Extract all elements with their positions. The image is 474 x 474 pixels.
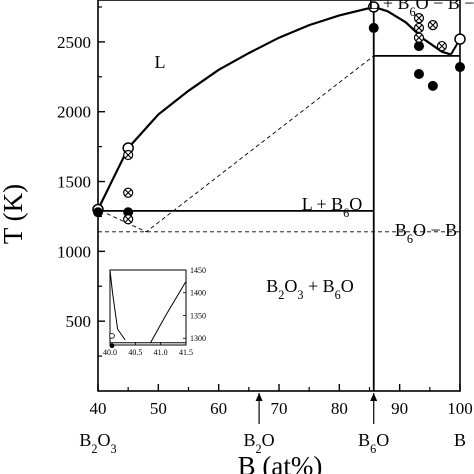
region-label-liquid: L xyxy=(155,52,166,72)
composition-label-b2o3: B2O3 xyxy=(79,430,116,456)
inset-plot: 40.0 40.5 41.0 41.5 1300 1350 1400 1450 xyxy=(103,266,206,357)
filled-circle-marker xyxy=(123,207,134,218)
region-label-b2o3-b6o: B2O3 + B6O xyxy=(266,276,354,302)
crossed-circle-cross xyxy=(415,24,423,32)
inset-y-tick-label: 1300 xyxy=(190,334,206,343)
filled-circle-marker xyxy=(368,22,379,33)
annotations: L L + B6O B6O − B B2O3 + B6O L + B6O − B − L… xyxy=(79,0,474,456)
filled-circle-marker xyxy=(413,69,424,80)
inset-left-liquidus xyxy=(109,269,126,341)
composition-arrowhead xyxy=(370,393,378,401)
inset-x-tick-label: 41.5 xyxy=(179,348,193,357)
x-tick-label: 90 xyxy=(391,399,408,418)
plot-area: 40 50 60 70 80 90 100 500 1000 1500 2000 2500 xyxy=(57,0,473,418)
x-tick-label: 100 xyxy=(447,399,473,418)
liquidus-curve xyxy=(97,5,452,210)
filled-circle-marker xyxy=(455,62,465,73)
composition-label-b6o: B6O xyxy=(358,430,389,456)
open-circle-marker xyxy=(454,33,466,45)
region-label-liquid-b6o: L + B6O xyxy=(302,194,363,220)
crossed-circle-marker xyxy=(123,187,134,198)
crossed-circle-marker xyxy=(413,32,425,43)
crossed-circle-cross xyxy=(429,21,437,29)
y-tick-label: 2000 xyxy=(57,103,91,122)
filled-circle-marker xyxy=(413,41,424,52)
x-axis-label: B (at%) xyxy=(238,451,323,474)
inset-y-tick-label: 1450 xyxy=(190,266,206,275)
inset-frame xyxy=(109,269,187,346)
crossed-circle-marker xyxy=(413,13,425,24)
crossed-circle-marker xyxy=(123,149,134,161)
x-tick-label: 50 xyxy=(150,399,167,418)
x-tick-label: 70 xyxy=(271,399,288,418)
inset-open-circle xyxy=(109,333,115,339)
inset-x-tick-label: 40.5 xyxy=(128,348,142,357)
crossed-circle-marker xyxy=(436,40,447,52)
inset-x-tick-label: 41.0 xyxy=(154,348,168,357)
composition-arrowhead xyxy=(255,393,263,401)
crossed-circle-cross xyxy=(124,151,132,159)
crossed-circle-cross xyxy=(124,215,132,223)
inset-right-liquidus xyxy=(150,281,187,343)
y-axis-label: T (K) xyxy=(0,184,28,244)
crossed-circle-cross xyxy=(415,34,423,42)
region-label-upper: L + B6O − B − L xyxy=(368,0,474,19)
y-tick-label: 2500 xyxy=(57,33,91,52)
filled-circle-marker xyxy=(427,80,438,91)
inset-x-tick-label: 40.0 xyxy=(103,348,117,357)
open-circle-marker xyxy=(367,1,380,13)
crossed-circle-cross xyxy=(438,42,446,50)
crossed-circle-marker xyxy=(123,214,134,225)
filled-circle-marker xyxy=(93,207,103,218)
metastable-dashed-curve xyxy=(106,55,374,233)
x-tick-label: 60 xyxy=(210,399,227,418)
inset-filled-circle xyxy=(109,343,115,349)
inset-y-tick-label: 1400 xyxy=(190,289,206,298)
crossed-circle-cross xyxy=(124,189,132,197)
y-tick-label: 500 xyxy=(66,312,92,331)
composition-label-b2o: B2O xyxy=(244,430,275,456)
crossed-circle-marker xyxy=(413,22,425,34)
region-label-b6o-b: B6O − B xyxy=(395,220,457,246)
y-tick-label: 1500 xyxy=(57,173,91,192)
composition-label-b: B xyxy=(454,430,466,450)
x-tick-label: 80 xyxy=(331,399,348,418)
inset-y-tick-label: 1350 xyxy=(190,311,206,320)
x-tick-label: 40 xyxy=(90,399,107,418)
crossed-circle-cross xyxy=(415,14,423,22)
crossed-circle-marker xyxy=(427,20,438,31)
y-tick-label: 1000 xyxy=(57,242,91,261)
